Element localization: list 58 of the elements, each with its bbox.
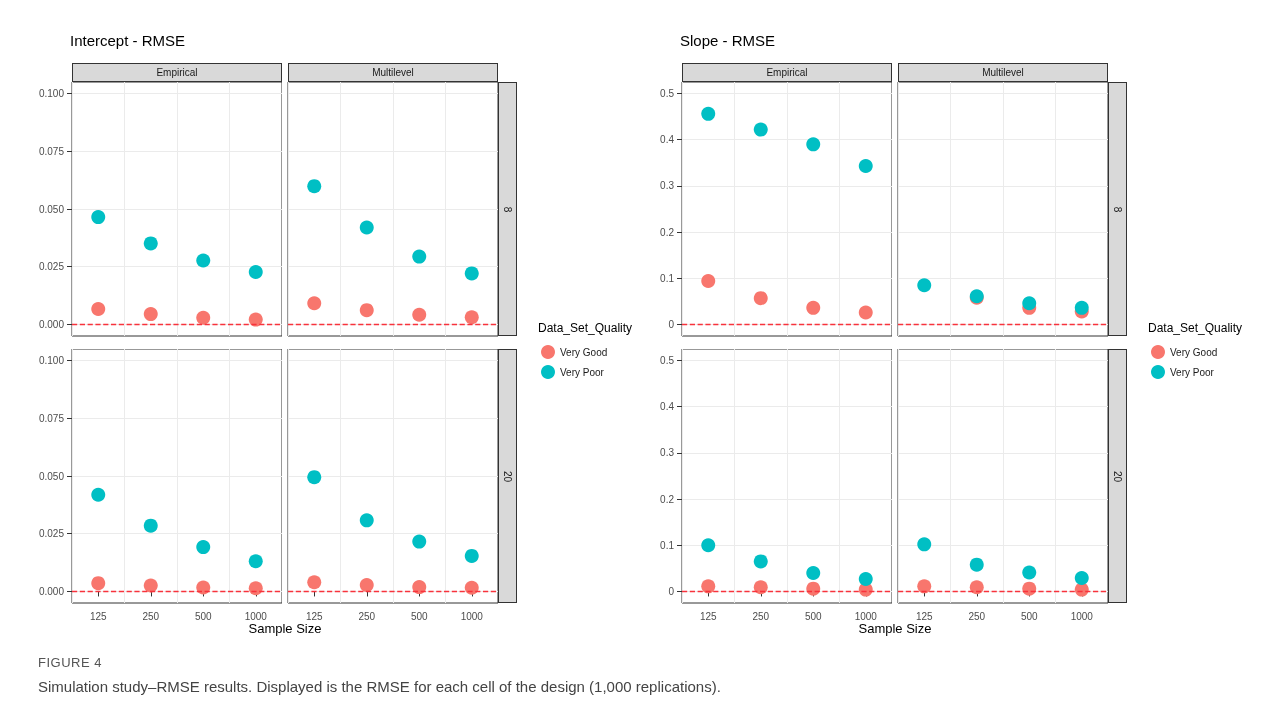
y-tick-label: 0.050 [38, 203, 65, 215]
chart-title: Intercept - RMSE [70, 32, 186, 49]
text: 8 [502, 206, 513, 212]
x-tick-label: 125 [699, 610, 718, 622]
y-tick-label: 0.000 [38, 318, 65, 330]
text: Simulation study–RMSE results. Displayed is the RMSE for each cell of the design (1,000 replications). [38, 678, 722, 695]
chart-subtitle: Empirical [72, 63, 282, 82]
y-tick-label: 0.2 [660, 226, 675, 238]
y-tick-label: 0.3 [660, 447, 675, 459]
y-tick-label: 0.000 [38, 585, 65, 597]
legend-title: Data_Set_Quality [538, 321, 633, 335]
y-tick-label: 0.1 [660, 539, 675, 551]
y-tick-label: 0.5 [660, 355, 675, 367]
y-tick-label: 0.5 [660, 88, 675, 100]
x-tick-label: 1000 [244, 610, 268, 622]
y-tick-label: 0.2 [660, 493, 675, 505]
x-tick-label: 1000 [854, 610, 878, 622]
x-tick-label: 1000 [1070, 610, 1094, 622]
x-tick-label: 250 [358, 610, 376, 622]
x-tick-label: 500 [1020, 610, 1039, 622]
y-tick-label: 0.4 [660, 401, 675, 413]
chart-subtitle: Multilevel [898, 63, 1108, 82]
y-tick-label: 0.025 [38, 528, 65, 540]
x-tick-label: 500 [194, 610, 213, 622]
text: 20 [1112, 470, 1123, 482]
y-tick-label: 0 [668, 585, 675, 597]
x-axis-title: Sample Size [857, 621, 933, 636]
x-tick-label: 125 [915, 610, 934, 622]
y-tick-label: 0.1 [660, 272, 675, 284]
chart-subtitle: Multilevel [288, 63, 498, 82]
x-tick-label: 500 [410, 610, 429, 622]
y-tick-label: 0.100 [38, 88, 65, 100]
legend-label: Very Poor [1170, 366, 1215, 378]
legend-label: Very Good [1170, 346, 1218, 358]
x-axis-title: Sample Size [247, 621, 323, 636]
y-tick-label: 0.3 [660, 180, 675, 192]
y-tick-label: 0.4 [660, 134, 675, 146]
y-tick-label: 0.075 [38, 412, 65, 424]
x-tick-label: 250 [142, 610, 160, 622]
x-tick-label: 500 [804, 610, 823, 622]
y-tick-label: 0.025 [38, 261, 65, 273]
legend-label: Very Good [560, 346, 608, 358]
x-tick-label: 1000 [460, 610, 484, 622]
x-tick-label: 125 [89, 610, 108, 622]
x-tick-label: 250 [968, 610, 986, 622]
text: 8 [1112, 206, 1123, 212]
y-tick-label: 0.075 [38, 145, 65, 157]
legend-label: Very Poor [560, 366, 605, 378]
text: FIGURE 4 [38, 655, 103, 670]
legend-title: Data_Set_Quality [1148, 321, 1243, 335]
chart-subtitle: Empirical [682, 63, 892, 82]
text: 20 [502, 470, 513, 482]
x-tick-label: 125 [305, 610, 324, 622]
y-tick-label: 0.050 [38, 470, 65, 482]
y-tick-label: 0.100 [38, 355, 65, 367]
x-tick-label: 250 [752, 610, 770, 622]
chart-title: Slope - RMSE [680, 32, 776, 49]
y-tick-label: 0 [668, 318, 675, 330]
